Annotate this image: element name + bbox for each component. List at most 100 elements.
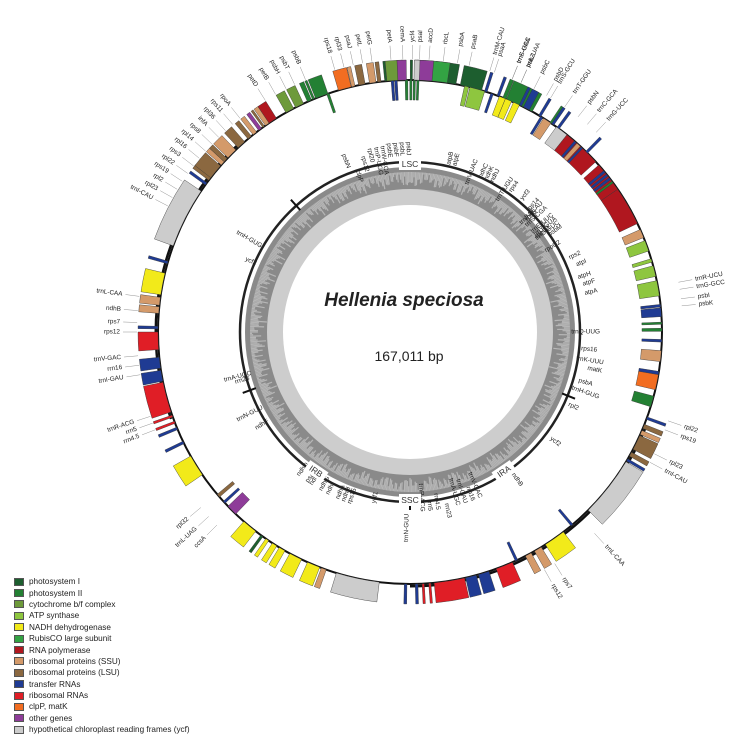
gc-spike — [252, 310, 257, 311]
label-leader — [594, 533, 603, 543]
gc-spike — [558, 340, 570, 341]
center-disc — [283, 205, 537, 459]
gene-label: petA — [385, 29, 393, 43]
gc-spike — [265, 264, 267, 265]
gene-trnV-GAC — [507, 542, 518, 561]
gc-spike — [377, 485, 378, 489]
gene-label: ycf3 — [519, 188, 532, 202]
gene-label: petL — [354, 34, 363, 48]
legend-item: ribosomal proteins (SSU) — [14, 656, 190, 667]
gc-spike — [558, 324, 570, 325]
gene-label: psbK — [698, 299, 714, 307]
gc-spike — [427, 483, 428, 491]
label-leader — [171, 174, 183, 182]
gene-trnT-GGU — [539, 98, 552, 117]
gc-spike — [473, 185, 474, 187]
label-leader — [216, 120, 225, 130]
gc-spike — [250, 344, 259, 345]
gene-label: rps19 — [679, 433, 697, 445]
legend-item: NADH dehydrogenase — [14, 622, 190, 633]
legend-label: ATP synthase — [29, 611, 79, 620]
label-leader — [390, 46, 391, 60]
gc-spike — [562, 321, 570, 322]
gc-spike — [420, 172, 421, 183]
legend-label: hypothetical chloroplast reading frames … — [29, 725, 190, 734]
label-leader — [198, 516, 208, 525]
gc-spike — [444, 176, 445, 179]
gene-label: ycf2 — [549, 435, 563, 448]
gene-psbL — [413, 80, 415, 100]
gene-label: trnL-CAA — [603, 544, 626, 569]
gene-trnV-UAC — [484, 93, 493, 113]
legend-label: ribosomal proteins (LSU) — [29, 668, 120, 677]
gene-label: atpI — [575, 258, 588, 269]
gene-label: psbL — [398, 142, 406, 157]
gene-label: ccsA — [193, 534, 208, 549]
gc-spike — [388, 486, 389, 490]
gene-ycf4 — [414, 60, 420, 80]
legend-label: RNA polymerase — [29, 646, 90, 655]
label-leader — [665, 430, 678, 435]
gc-spike — [257, 378, 259, 379]
gc-spike — [434, 174, 435, 179]
gc-spike — [563, 318, 569, 319]
label-leader — [231, 107, 240, 118]
gene-trnL-CAA — [558, 509, 573, 526]
label-leader — [125, 295, 139, 297]
gc-spike — [251, 318, 258, 319]
label-leader — [678, 280, 692, 283]
legend-swatch — [14, 657, 24, 665]
label-leader — [555, 564, 562, 576]
label-leader — [360, 49, 362, 63]
label-leader — [534, 76, 540, 88]
legend-label: NADH dehydrogenase — [29, 623, 111, 632]
label-leader — [155, 199, 167, 205]
gc-spike — [369, 177, 370, 179]
region-label-ssc: SSC — [401, 495, 418, 505]
gene-label: ndhB — [106, 305, 121, 313]
gc-spike — [402, 172, 403, 183]
legend-swatch — [14, 726, 24, 734]
gene-rps18 — [366, 62, 376, 83]
gc-spike — [564, 315, 569, 316]
gene-trnG-UCC — [586, 137, 602, 153]
gc-spike — [397, 172, 398, 182]
label-leader — [165, 182, 177, 189]
label-leader — [587, 114, 596, 125]
gene-atpH — [632, 259, 652, 268]
gene-psbJ — [416, 80, 419, 100]
gc-spike — [550, 405, 552, 406]
label-leader — [189, 149, 200, 158]
label-leader — [650, 462, 662, 469]
legend-swatch — [14, 669, 24, 677]
gene-trnQ-UUG — [642, 339, 662, 342]
gene-ndhF — [173, 456, 202, 486]
gene-label: rps12 — [550, 583, 564, 601]
label-leader — [190, 507, 201, 516]
legend-swatch — [14, 600, 24, 608]
gene-atpA — [637, 281, 659, 299]
legend-label: ribosomal proteins (SSU) — [29, 657, 120, 666]
legend-swatch — [14, 578, 24, 586]
label-leader — [682, 304, 696, 305]
gc-spike — [556, 325, 570, 326]
legend-item: RNA polymerase — [14, 644, 190, 655]
gc-spike — [367, 484, 368, 487]
legend-label: photosystem I — [29, 577, 80, 586]
label-leader — [494, 59, 498, 72]
legend-item: photosystem II — [14, 587, 190, 598]
legend-item: ribosomal RNAs — [14, 690, 190, 701]
label-leader — [224, 114, 233, 125]
legend-item: ATP synthase — [14, 610, 190, 621]
gc-spike — [561, 348, 569, 349]
gene-label: ycf4 — [409, 30, 416, 42]
gene-cemA — [397, 60, 407, 80]
gene-label: psbA — [457, 31, 467, 47]
label-leader — [490, 58, 494, 71]
label-leader — [596, 122, 606, 132]
legend-item: cytochrome b/f complex — [14, 599, 190, 610]
gene-label: rpl2 — [567, 401, 580, 412]
gc-spike — [250, 322, 259, 323]
gc-spike — [264, 398, 266, 399]
